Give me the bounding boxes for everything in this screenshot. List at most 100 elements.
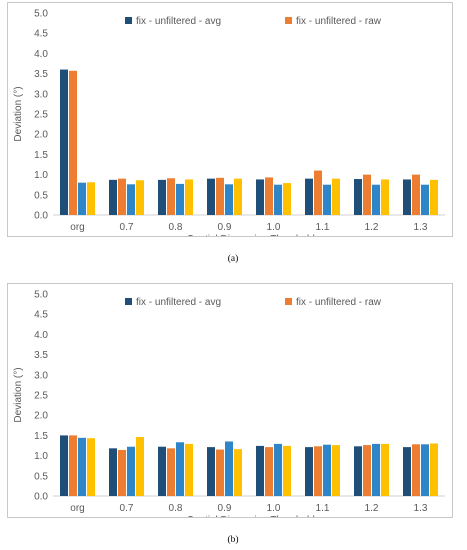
bar-a-s3 [323, 184, 331, 215]
bar-a-s1 [256, 179, 264, 215]
bar-b-s4 [381, 443, 389, 496]
y-tick-label: 2.0 [34, 411, 48, 422]
bar-a-s3 [421, 184, 429, 215]
x-axis-title: Spatial Dispersion Threshold [187, 234, 315, 236]
bar-a-s4 [136, 180, 144, 215]
bar-b-s3 [274, 443, 282, 496]
chart-panel-a: 0.0 0.5 1.0 1.5 2.0 2.5 3.0 3.5 4.0 4.5 5.0 Deviati… [7, 2, 453, 245]
bar-b-s2 [363, 445, 371, 496]
bar-b-s1 [305, 447, 313, 496]
y-axis-title: Deviation (°) [13, 86, 24, 141]
bar-a-s2 [412, 174, 420, 215]
bar-a-s1 [158, 179, 166, 215]
x-tick-label: 0.9 [218, 503, 232, 514]
bar-b-s2 [314, 446, 322, 496]
bar-b-s2 [265, 447, 273, 496]
x-tick-label: 0.8 [169, 503, 183, 514]
legend-swatch [285, 298, 292, 305]
x-axis-title: Spatial Dispersion Threshold [187, 515, 315, 517]
chart-panel-b: 0.0 0.5 1.0 1.5 2.0 2.5 3.0 3.5 4.0 4.5 5.0 Deviati… [7, 283, 453, 526]
bar-b-s1 [109, 448, 117, 496]
bar-a-s3 [372, 184, 380, 215]
bar-a-s3 [176, 183, 184, 215]
caption-a: (a) [227, 254, 239, 264]
bar-a-s1 [354, 179, 362, 215]
y-tick-label: 0.0 [34, 492, 48, 503]
bar-b-s2 [167, 448, 175, 496]
bar-b-s3 [78, 437, 86, 496]
y-tick-label: 2.5 [34, 391, 48, 402]
bar-a-s3 [274, 184, 282, 215]
bar-b-s1 [207, 447, 215, 496]
y-tick-label: 1.0 [34, 170, 48, 181]
bar-a-s4 [87, 182, 95, 215]
legend-label: fix - unfiltered - raw [296, 297, 382, 308]
bar-b-s1 [256, 445, 264, 496]
bar-b-s2 [216, 449, 224, 496]
y-tick-label: 3.5 [34, 69, 48, 80]
bar-b-s2 [69, 435, 77, 496]
bar-b-s4 [234, 449, 242, 496]
x-tick-label: 1.0 [267, 503, 281, 514]
y-axis-title: Deviation (°) [13, 367, 24, 422]
legend-label: fix - unfiltered - avg [136, 297, 221, 308]
y-tick-label: 1.0 [34, 451, 48, 462]
legend-swatch [125, 298, 132, 305]
legend-swatch [285, 17, 292, 24]
bar-b-s4 [430, 443, 438, 496]
y-tick-label: 5.0 [34, 290, 48, 301]
bar-b-s1 [158, 446, 166, 496]
x-tick-label: 1.0 [267, 222, 281, 233]
x-tick-label: 1.2 [365, 503, 379, 514]
y-tick-label: 2.5 [34, 110, 48, 121]
bar-a-s4 [283, 183, 291, 215]
bar-b-s1 [60, 435, 68, 496]
bar-b-s4 [332, 445, 340, 496]
bar-a-s3 [127, 184, 135, 215]
bar-b-s1 [354, 446, 362, 496]
bar-a-s2 [167, 178, 175, 215]
x-tick-label: 0.9 [218, 222, 232, 233]
bar-a-s4 [430, 179, 438, 215]
bar-b-s4 [87, 438, 95, 496]
bar-b-s4 [136, 437, 144, 496]
x-tick-label: 1.3 [414, 222, 428, 233]
y-tick-label: 4.5 [34, 310, 48, 321]
bar-a-s1 [207, 178, 215, 215]
bar-b-s4 [283, 445, 291, 496]
x-tick-label: 1.1 [316, 222, 330, 233]
bar-a-s2 [363, 174, 371, 215]
legend-label: fix - unfiltered - avg [136, 16, 221, 27]
x-tick-label: 1.2 [365, 222, 379, 233]
bar-a-s2 [314, 170, 322, 215]
y-tick-label: 0.5 [34, 471, 48, 482]
bar-a-s1 [109, 179, 117, 215]
y-tick-label: 4.5 [34, 29, 48, 40]
legend-swatch [125, 17, 132, 24]
bar-a-s1 [305, 178, 313, 215]
y-tick-label: 1.5 [34, 431, 48, 442]
y-tick-label: 3.0 [34, 89, 48, 100]
y-tick-label: 0.5 [34, 190, 48, 201]
x-tick-label: org [70, 222, 84, 233]
x-tick-label: 0.7 [120, 503, 134, 514]
bar-b-s3 [225, 441, 233, 496]
bar-chart-a: 0.0 0.5 1.0 1.5 2.0 2.5 3.0 3.5 4.0 4.5 5.0 Deviati… [13, 9, 445, 245]
bar-a-s1 [60, 69, 68, 215]
bar-a-s2 [69, 70, 77, 215]
bar-a-s2 [118, 178, 126, 215]
bar-b-s2 [412, 444, 420, 496]
x-tick-label: 1.1 [316, 503, 330, 514]
bar-b-s3 [127, 446, 135, 496]
bar-b-s3 [421, 444, 429, 496]
bar-a-s4 [185, 179, 193, 215]
bar-a-s4 [234, 178, 242, 215]
bar-b-s3 [323, 444, 331, 496]
bar-a-s3 [78, 182, 86, 215]
bar-a-s1 [403, 179, 411, 215]
bar-b-s1 [403, 447, 411, 496]
bar-b-s3 [176, 442, 184, 496]
bar-b-s2 [118, 449, 126, 496]
bar-a-s4 [381, 179, 389, 215]
y-tick-label: 0.0 [34, 211, 48, 222]
